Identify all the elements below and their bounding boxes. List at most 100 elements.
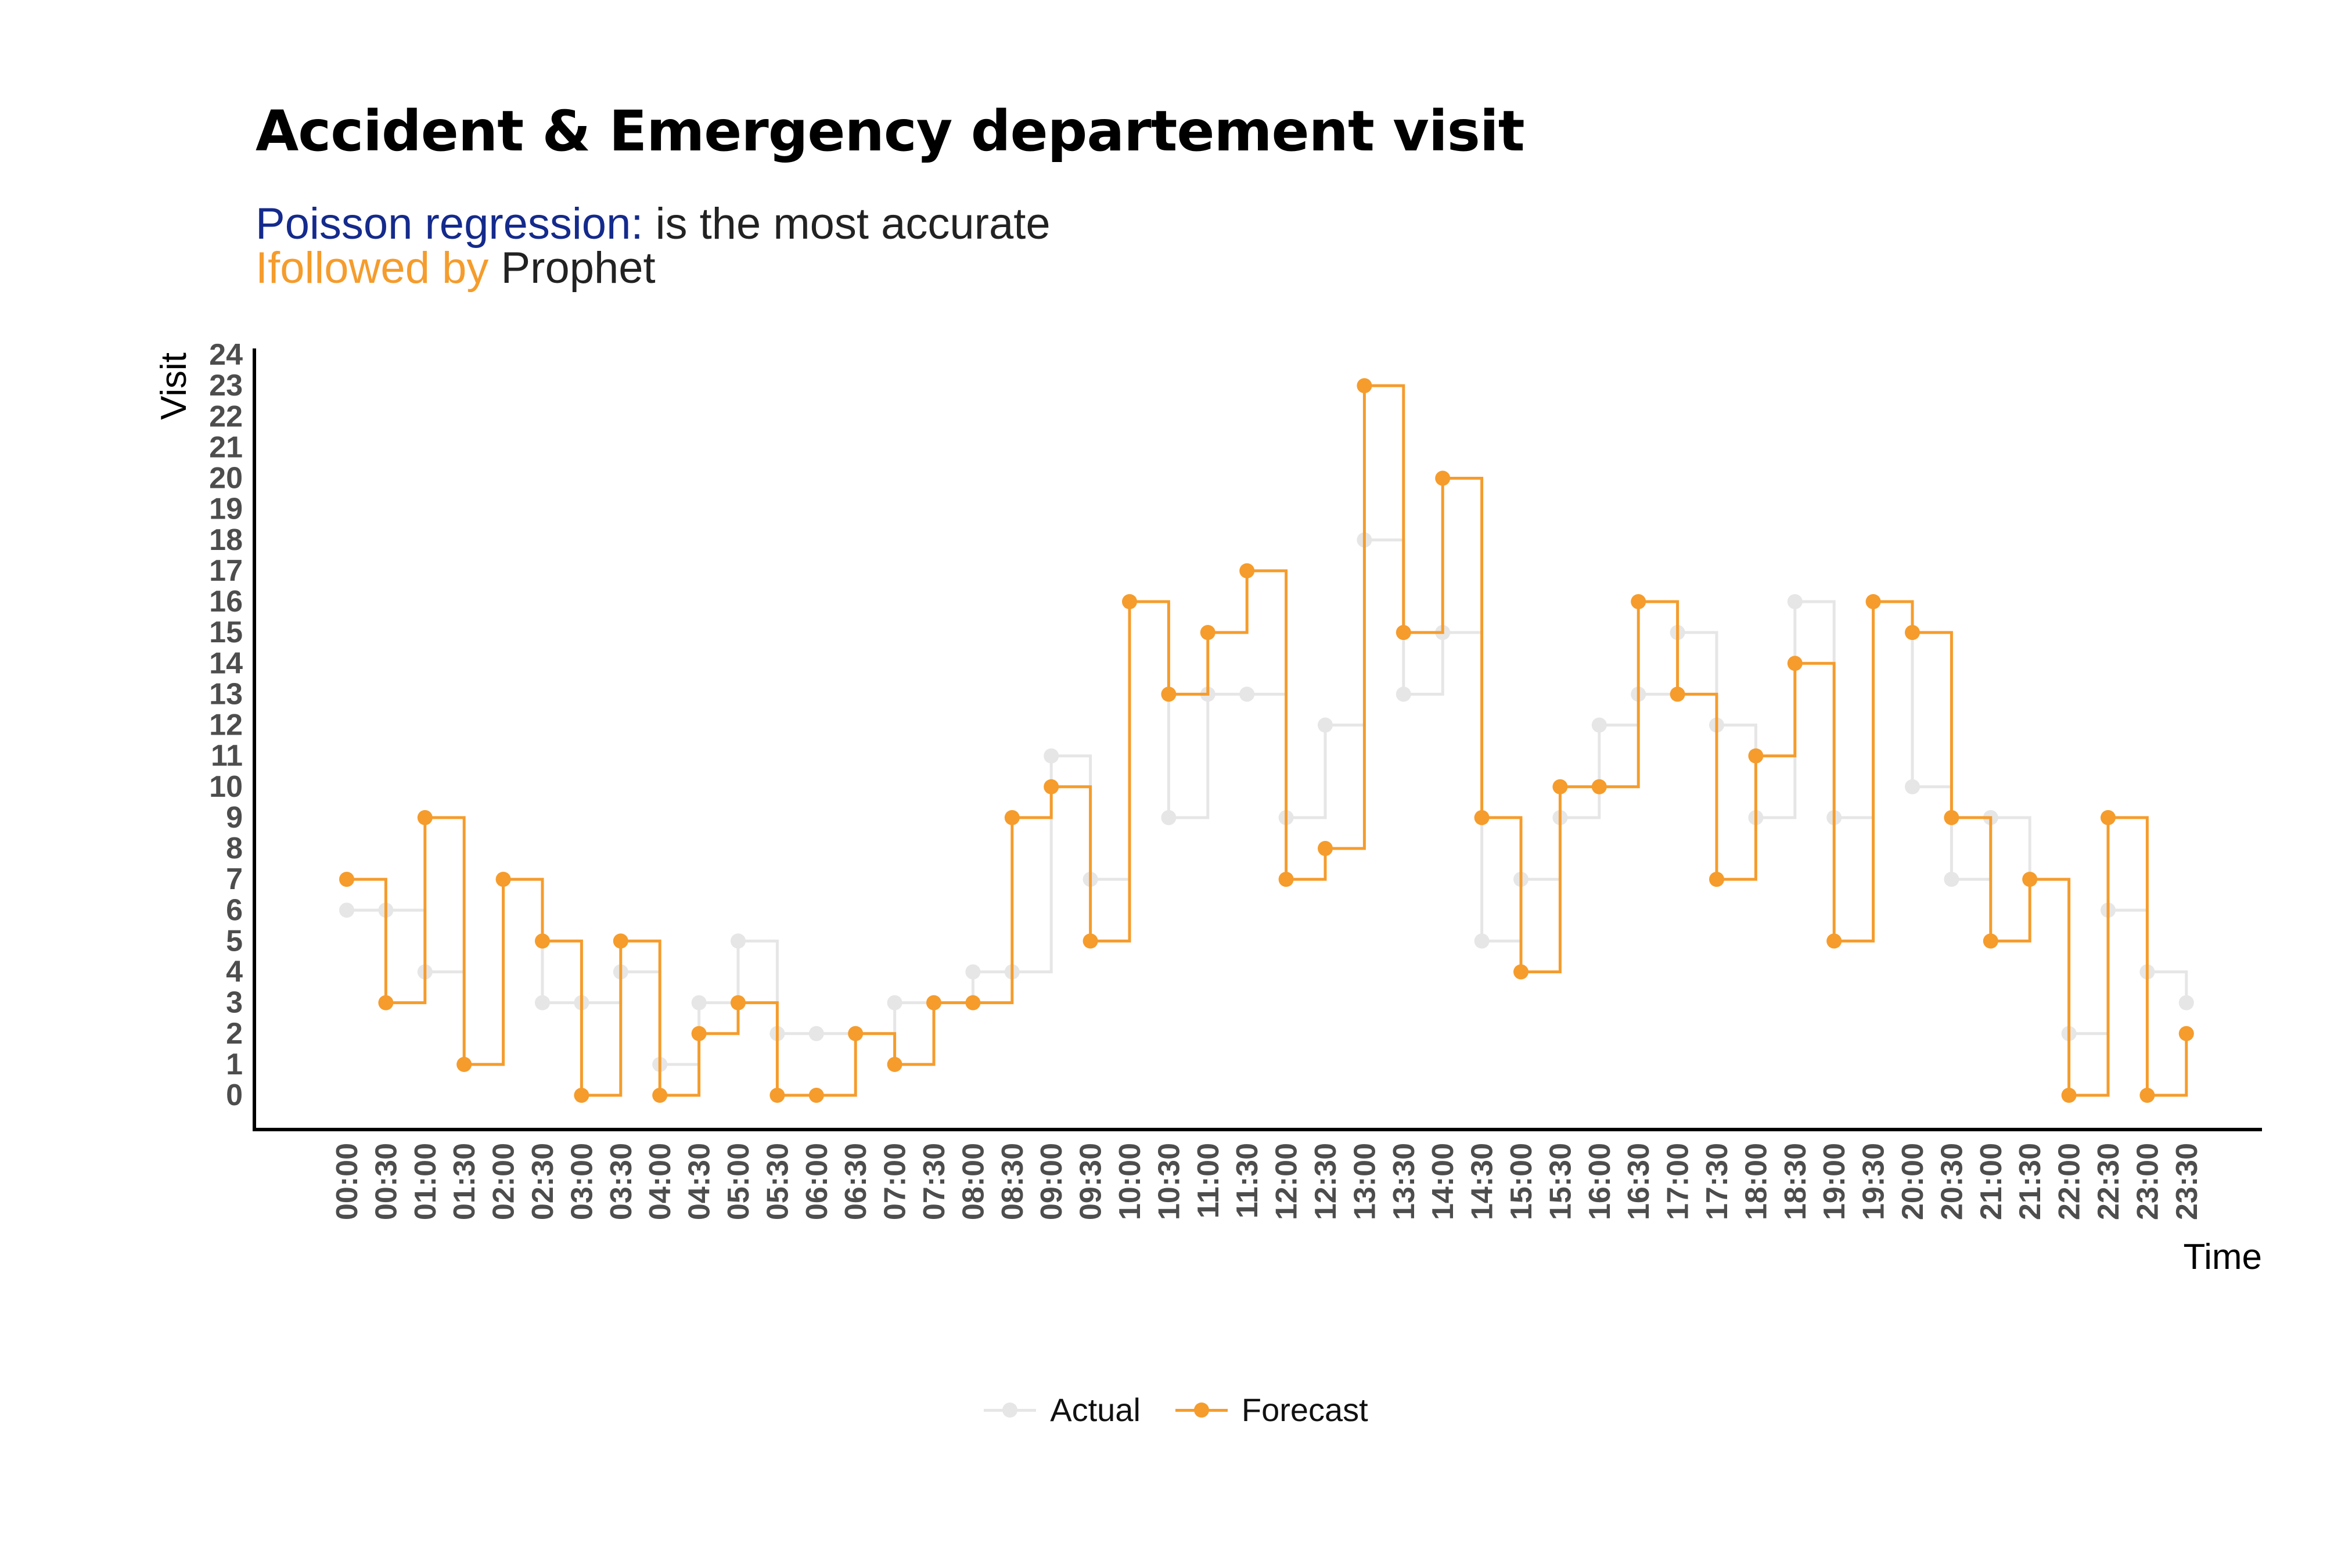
x-tick-label: 03:30 <box>605 1143 638 1220</box>
y-tick-label: 6 <box>226 893 243 927</box>
x-tick-label: 17:00 <box>1661 1143 1695 1220</box>
forecast-point <box>456 1056 472 1072</box>
forecast-point <box>2061 1088 2077 1103</box>
forecast-point <box>1161 686 1177 702</box>
forecast-point <box>1004 810 1020 825</box>
x-tick-label: 20:30 <box>1935 1143 1969 1220</box>
forecast-point <box>926 995 941 1010</box>
actual-point <box>731 933 746 949</box>
x-tick-label: 21:30 <box>2013 1143 2047 1220</box>
x-tick-label: 16:30 <box>1622 1143 1656 1220</box>
x-tick-label: 09:00 <box>1035 1143 1069 1220</box>
forecast-point <box>613 933 628 949</box>
actual-point <box>808 1026 824 1041</box>
x-tick-label: 23:00 <box>2131 1143 2164 1220</box>
x-tick-label: 01:00 <box>409 1143 443 1220</box>
subtitle-model-name: Poisson regression: <box>256 199 643 249</box>
series-actual <box>339 532 2194 1072</box>
legend-item-actual: Actual <box>984 1391 1141 1429</box>
x-tick-label: 23:30 <box>2170 1143 2204 1220</box>
y-tick-label: 23 <box>209 369 243 402</box>
legend-item-forecast: Forecast <box>1175 1391 1368 1429</box>
chart-title: Accident & Emergency departement visit <box>256 99 1525 164</box>
actual-point <box>1396 686 1411 702</box>
forecast-point <box>1631 594 1646 609</box>
x-tick-label: 12:00 <box>1270 1143 1304 1220</box>
subtitle-accuracy-text: is the most accurate <box>643 199 1051 249</box>
forecast-point <box>1552 779 1568 794</box>
forecast-point <box>1357 378 1372 394</box>
subtitle-line-1: Poisson regression: is the most accurate <box>256 202 1051 246</box>
y-tick-label: 1 <box>226 1048 243 1081</box>
x-tick-label: 11:00 <box>1192 1143 1225 1218</box>
x-tick-label: 05:30 <box>761 1143 794 1220</box>
y-tick-label: 12 <box>209 709 243 742</box>
legend-label-forecast: Forecast <box>1241 1391 1368 1428</box>
forecast-point <box>769 1088 785 1103</box>
y-tick-label: 21 <box>209 430 243 464</box>
x-tick-label: 13:00 <box>1348 1143 1382 1220</box>
y-tick-label: 15 <box>209 616 243 649</box>
x-tick-label: 04:30 <box>683 1143 717 1220</box>
forecast-point <box>808 1088 824 1103</box>
x-tick-label: 00:30 <box>369 1143 403 1220</box>
x-tick-label: 15:00 <box>1505 1143 1538 1220</box>
forecast-point <box>417 810 433 825</box>
forecast-point <box>1396 625 1411 641</box>
x-tick-label: 02:00 <box>487 1143 521 1220</box>
x-tick-label: 15:30 <box>1544 1143 1577 1220</box>
actual-point <box>1591 717 1607 733</box>
forecast-point <box>1513 964 1529 980</box>
actual-point <box>887 995 902 1010</box>
forecast-point <box>1435 470 1451 486</box>
actual-point <box>965 964 981 980</box>
y-tick-label: 20 <box>209 462 243 495</box>
series-forecast <box>339 378 2194 1103</box>
forecast-point <box>652 1088 668 1103</box>
actual-point <box>1318 717 1333 733</box>
forecast-point <box>535 933 550 949</box>
y-tick-label: 14 <box>209 646 243 680</box>
x-tick-label: 06:00 <box>800 1143 834 1220</box>
forecast-point <box>1318 841 1333 856</box>
y-tick-label: 7 <box>226 862 243 896</box>
y-tick-label: 13 <box>209 677 243 711</box>
subtitle-line-2: Ifollowed by Prophet <box>256 246 656 290</box>
forecast-point <box>378 995 394 1010</box>
x-tick-label: 10:00 <box>1113 1143 1147 1220</box>
y-tick-label: 10 <box>209 770 243 804</box>
x-tick-label: 13:30 <box>1387 1143 1421 1220</box>
actual-point <box>1239 686 1255 702</box>
forecast-point <box>1670 686 1685 702</box>
x-tick-label: 04:00 <box>643 1143 677 1220</box>
x-tick-label: 21:00 <box>1975 1143 2008 1220</box>
legend-key-forecast <box>1175 1398 1228 1422</box>
x-tick-label: 02:30 <box>526 1143 560 1220</box>
forecast-point <box>965 995 981 1010</box>
forecast-point <box>2139 1088 2155 1103</box>
x-tick-label: 18:30 <box>1779 1143 1812 1220</box>
legend: Actual Forecast <box>0 1391 2352 1429</box>
actual-point <box>1044 748 1059 764</box>
y-tick-label: 8 <box>226 832 243 865</box>
y-tick-label: 2 <box>226 1017 243 1051</box>
x-axis-label: Time <box>2184 1237 2262 1277</box>
actual-point <box>1905 779 1920 794</box>
actual-point <box>1474 933 1490 949</box>
x-tick-label: 18:00 <box>1739 1143 1773 1220</box>
forecast-point <box>1200 625 1215 641</box>
forecast-point <box>2101 810 2116 825</box>
forecast-point <box>1709 872 1724 887</box>
actual-point <box>1787 594 1803 609</box>
forecast-point <box>1983 933 1998 949</box>
legend-label-actual: Actual <box>1050 1391 1141 1428</box>
forecast-point <box>1474 810 1490 825</box>
x-tick-label: 03:00 <box>565 1143 599 1220</box>
forecast-point <box>887 1056 902 1072</box>
x-tick-label: 19:30 <box>1857 1143 1891 1220</box>
subtitle-second-model: Prophet <box>488 243 656 293</box>
forecast-point <box>2178 1026 2194 1041</box>
x-tick-label: 17:30 <box>1700 1143 1734 1220</box>
forecast-point <box>848 1026 864 1041</box>
